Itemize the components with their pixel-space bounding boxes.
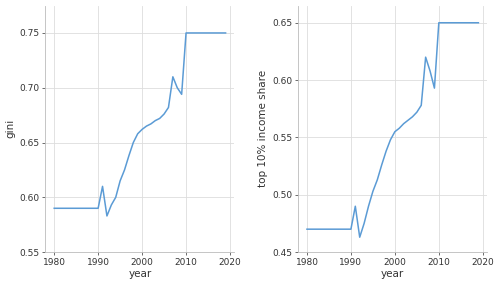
Y-axis label: gini: gini <box>6 119 16 139</box>
X-axis label: year: year <box>128 269 152 280</box>
Y-axis label: top 10% income share: top 10% income share <box>258 70 268 188</box>
X-axis label: year: year <box>381 269 404 280</box>
